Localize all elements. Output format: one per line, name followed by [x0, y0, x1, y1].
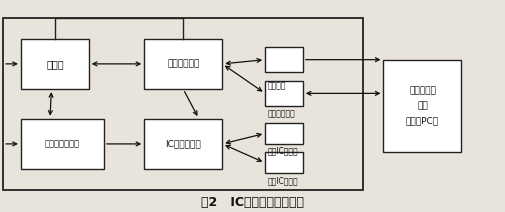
Text: 电源接口: 电源接口 — [268, 82, 286, 91]
Bar — [3, 18, 363, 190]
Text: 串口: 串口 — [417, 102, 428, 110]
Bar — [265, 81, 303, 106]
Bar — [144, 119, 222, 169]
Bar — [21, 39, 89, 89]
Bar — [144, 39, 222, 89]
Bar — [265, 47, 303, 72]
Text: 外部数据存储器: 外部数据存储器 — [45, 139, 80, 148]
Text: 应用IC卡接口: 应用IC卡接口 — [268, 176, 298, 185]
Text: 串口电平转换: 串口电平转换 — [167, 59, 199, 68]
Bar — [265, 123, 303, 144]
Bar — [383, 60, 462, 152]
Text: 安全IC卡接口: 安全IC卡接口 — [268, 146, 298, 155]
Text: 键盘口供电: 键盘口供电 — [409, 87, 436, 96]
Text: 处理器: 处理器 — [46, 59, 64, 69]
Text: 图2   IC卡读写器简单框图: 图2 IC卡读写器简单框图 — [201, 196, 304, 209]
Text: IC卡接口处理: IC卡接口处理 — [165, 139, 201, 148]
Bar — [21, 119, 104, 169]
Text: 终端即PC机: 终端即PC机 — [406, 116, 439, 125]
Bar — [265, 152, 303, 173]
Text: 串行通信接口: 串行通信接口 — [268, 109, 295, 118]
